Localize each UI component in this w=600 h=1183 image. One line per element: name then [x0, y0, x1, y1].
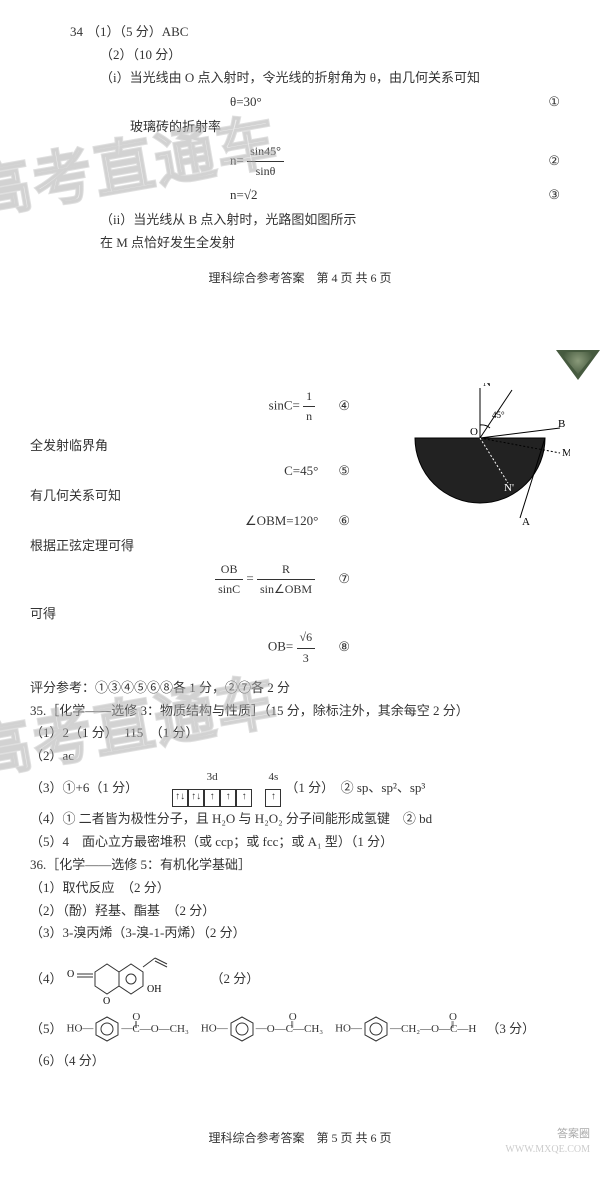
q36-5: （5） HO——O‖C—O—CH₃ HO——O‖O—C—CH₃ HO——O‖CH… — [30, 1015, 570, 1043]
q36-2: （2）（酚）羟基、酯基 （2 分） — [30, 901, 570, 922]
bottom-watermark-2: WWW.MXQE.COM — [505, 1142, 590, 1158]
q36-3: （3）3-溴丙烯（3-溴-1-丙烯）（2 分） — [30, 923, 570, 944]
svg-text:OH: OH — [147, 984, 161, 995]
svg-text:O: O — [470, 426, 478, 438]
q35-5: （5）4 面心立方最密堆积（或 ccp；或 fcc；或 A₁ 型）（1 分） — [30, 832, 570, 853]
page-footer-4: 理科综合参考答案 第 4 页 共 6 页 — [30, 269, 570, 288]
svg-text:45°: 45° — [492, 410, 505, 420]
page-footer-5: 理科综合参考答案 第 5 页 共 6 页 — [30, 1129, 570, 1148]
q36-title: 36.［化学——选修 5：有机化学基础］ — [30, 855, 570, 876]
svg-text:O: O — [67, 969, 74, 980]
q35-2: （2）ac — [30, 746, 570, 767]
q35-1: （1）2（1 分） 115 （1 分） — [30, 723, 570, 744]
q34-refract-label: 玻璃砖的折射率 — [30, 117, 570, 138]
svg-text:B: B — [558, 418, 565, 430]
geo-critical: 全发射临界角 — [30, 436, 400, 457]
q36-4: （4） O O OH （2 分） — [30, 952, 570, 1007]
q34-i: （i）当光线由 O 点入射时，令光线的折射角为 θ，由几何关系可知 — [30, 68, 570, 89]
geo-rel: 有几何关系可知 — [30, 486, 400, 507]
geometry-section: sinC= 1n ④ 全发射临界角 C=45°⑤ 有几何关系可知 ∠OBM=12… — [30, 383, 570, 672]
svg-text:O: O — [103, 996, 110, 1007]
q34-n-formula: n= sin45°sinθ ② — [30, 142, 570, 181]
q34-part2: （2）（10 分） — [30, 45, 570, 66]
semicircle-diagram: N 45° B O M N' A — [400, 383, 570, 540]
q35-3: （3）①+6（1 分） 3d ↑↓↑↓↑↑↑ 4s ↑ （1 分） ② sp、s… — [30, 769, 570, 807]
q35-title: 35.［化学——选修 3：物质结构与性质］（15 分，除标注外，其余每空 2 分… — [30, 701, 570, 722]
q34-ii-a: （ii）当光线从 B 点入射时，光路图如图所示 — [30, 210, 570, 231]
coumarin-structure-icon: O O OH — [67, 952, 187, 1007]
q34-ii-b: 在 M 点恰好发生全发射 — [30, 233, 570, 254]
bottom-watermark-1: 答案圈 — [557, 1126, 590, 1144]
svg-text:M: M — [562, 447, 570, 459]
q34-n-val: n=√2 ③ — [30, 185, 570, 206]
q35-4: （4）① 二者皆为极性分子，且 H₂O 与 H₂O₂ 分子间能形成氢键 ② bd — [30, 809, 570, 830]
corner-logo-icon — [556, 350, 600, 380]
geo-scoring: 评分参考：①③④⑤⑥⑧各 1 分，②⑦各 2 分 — [30, 678, 570, 699]
svg-text:A: A — [522, 516, 530, 528]
q34-part1: 34（1）（5 分）ABC — [30, 22, 570, 43]
svg-text:N: N — [483, 383, 491, 389]
geo-result-label: 可得 — [30, 604, 400, 625]
q36-6: （6）（4 分） — [30, 1051, 570, 1072]
svg-text:N': N' — [504, 482, 514, 494]
q36-1: （1）取代反应 （2 分） — [30, 878, 570, 899]
q34-theta: θ=30° ① — [30, 92, 570, 113]
geo-sine: 根据正弦定理可得 — [30, 536, 400, 557]
